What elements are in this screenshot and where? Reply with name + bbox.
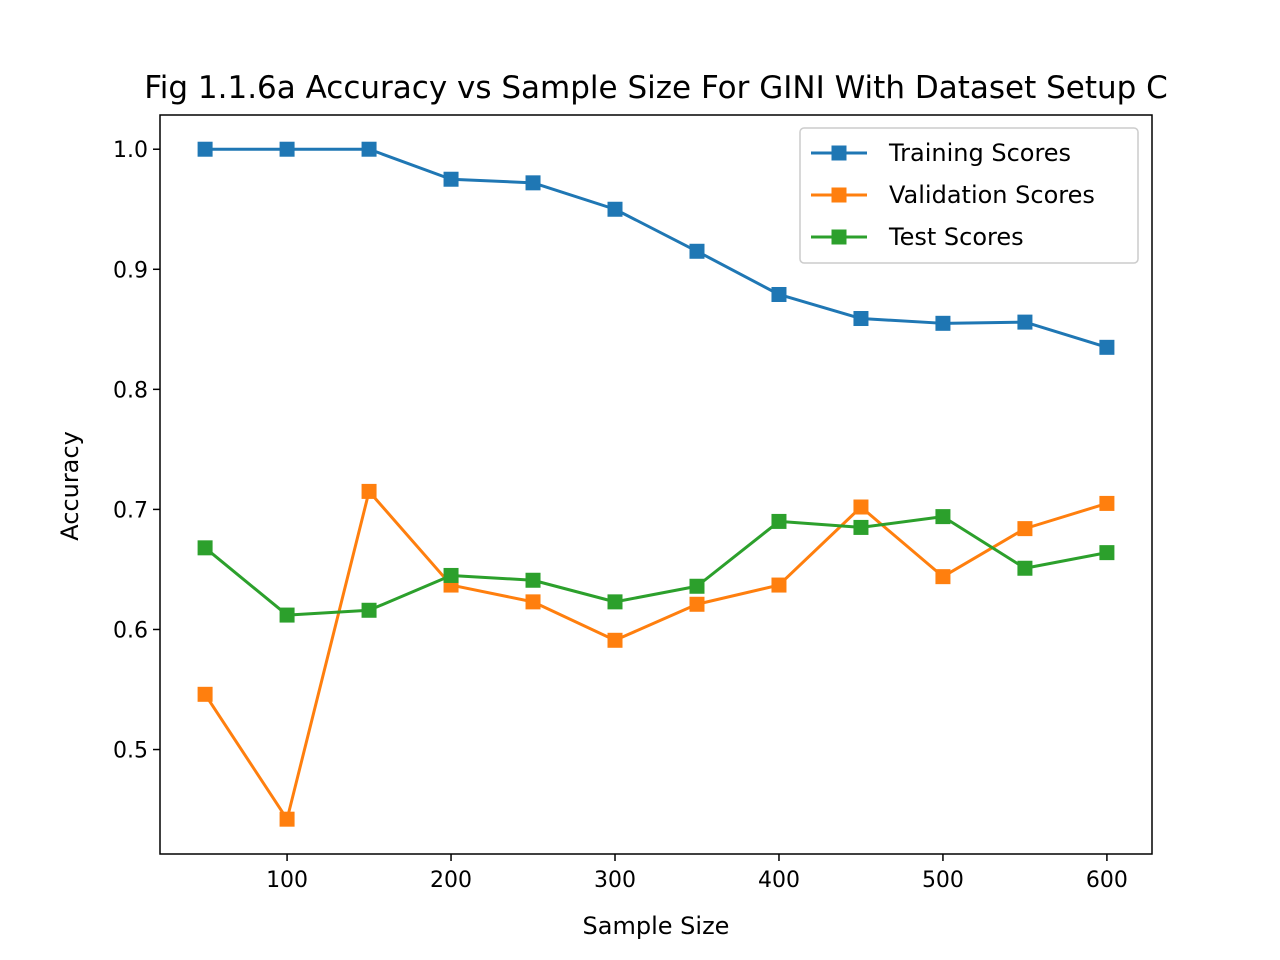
data-point-training-scores [197, 141, 213, 157]
data-point-validation-scores [525, 594, 541, 610]
data-point-test-scores [689, 578, 705, 594]
x-tick-label: 400 [758, 868, 800, 893]
series-line-validation-scores [203, 489, 1108, 821]
data-point-training-scores [607, 201, 623, 217]
y-tick-label: 0.8 [113, 378, 148, 403]
x-tick-label: 600 [1086, 868, 1128, 893]
y-tick-label: 1.0 [113, 138, 148, 163]
data-point-validation-scores [361, 483, 377, 499]
y-tick-label: 0.5 [113, 739, 148, 764]
data-point-test-scores [443, 567, 459, 583]
legend: Training Scores Validation Scores Test Sco… [799, 127, 1139, 264]
data-point-training-scores [1099, 339, 1115, 355]
legend-entry-validation-scores: Validation Scores [811, 181, 1095, 209]
legend-marker-test-scores [831, 229, 847, 245]
data-point-validation-scores [1099, 495, 1115, 511]
data-point-test-scores [361, 602, 377, 618]
data-point-training-scores [525, 175, 541, 191]
axis-ticks: 100 200 300 400 500 600 0.5 0.6 0.7 0.8 0.9 1.0 [113, 138, 1128, 893]
data-point-test-scores [525, 572, 541, 588]
data-point-test-scores [771, 513, 787, 529]
y-axis-label: Accuracy [56, 431, 84, 541]
legend-entry-training-scores: Training Scores [811, 139, 1071, 167]
data-point-validation-scores [279, 811, 295, 827]
data-point-training-scores [443, 171, 459, 187]
data-point-training-scores [279, 141, 295, 157]
legend-marker-training-scores [831, 145, 847, 161]
legend-marker-validation-scores [831, 187, 847, 203]
plot-series [197, 141, 1115, 827]
x-tick-label: 300 [594, 868, 636, 893]
data-point-training-scores [935, 315, 951, 331]
x-axis-label: Sample Size [583, 912, 730, 940]
data-point-validation-scores [197, 686, 213, 702]
data-point-training-scores [1017, 314, 1033, 330]
legend-label-training-scores: Training Scores [888, 139, 1071, 167]
y-tick-label: 0.6 [113, 618, 148, 643]
data-point-test-scores [935, 509, 951, 525]
legend-box [799, 127, 1139, 264]
data-point-validation-scores [853, 499, 869, 515]
data-point-training-scores [689, 243, 705, 259]
y-tick-label: 0.7 [113, 498, 148, 523]
data-point-test-scores [607, 594, 623, 610]
series-test-scores [197, 509, 1115, 623]
series-line-training-scores [205, 147, 1108, 349]
data-point-validation-scores [689, 596, 705, 612]
data-point-test-scores [279, 607, 295, 623]
data-point-validation-scores [607, 632, 623, 648]
data-point-training-scores [361, 141, 377, 157]
data-point-test-scores [197, 540, 213, 556]
legend-entry-test-scores: Test Scores [811, 223, 1024, 251]
y-tick-label: 0.9 [113, 258, 148, 283]
legend-label-test-scores: Test Scores [888, 223, 1024, 251]
series-validation-scores [197, 483, 1115, 827]
data-point-test-scores [1017, 560, 1033, 576]
x-tick-label: 500 [922, 868, 964, 893]
series-training-scores [197, 141, 1115, 355]
data-point-test-scores [1099, 545, 1115, 561]
data-point-test-scores [853, 519, 869, 535]
data-point-validation-scores [935, 569, 951, 585]
data-point-validation-scores [771, 577, 787, 593]
x-tick-label: 100 [266, 868, 308, 893]
data-point-training-scores [853, 311, 869, 327]
chart-title: Fig 1.1.6a Accuracy vs Sample Size For G… [144, 70, 1168, 106]
plot-area-frame [159, 114, 1153, 855]
x-tick-label: 200 [430, 868, 472, 893]
series-line-test-scores [204, 515, 1108, 617]
legend-label-validation-scores: Validation Scores [889, 181, 1095, 209]
data-point-validation-scores [1017, 521, 1033, 537]
data-point-training-scores [771, 286, 787, 302]
